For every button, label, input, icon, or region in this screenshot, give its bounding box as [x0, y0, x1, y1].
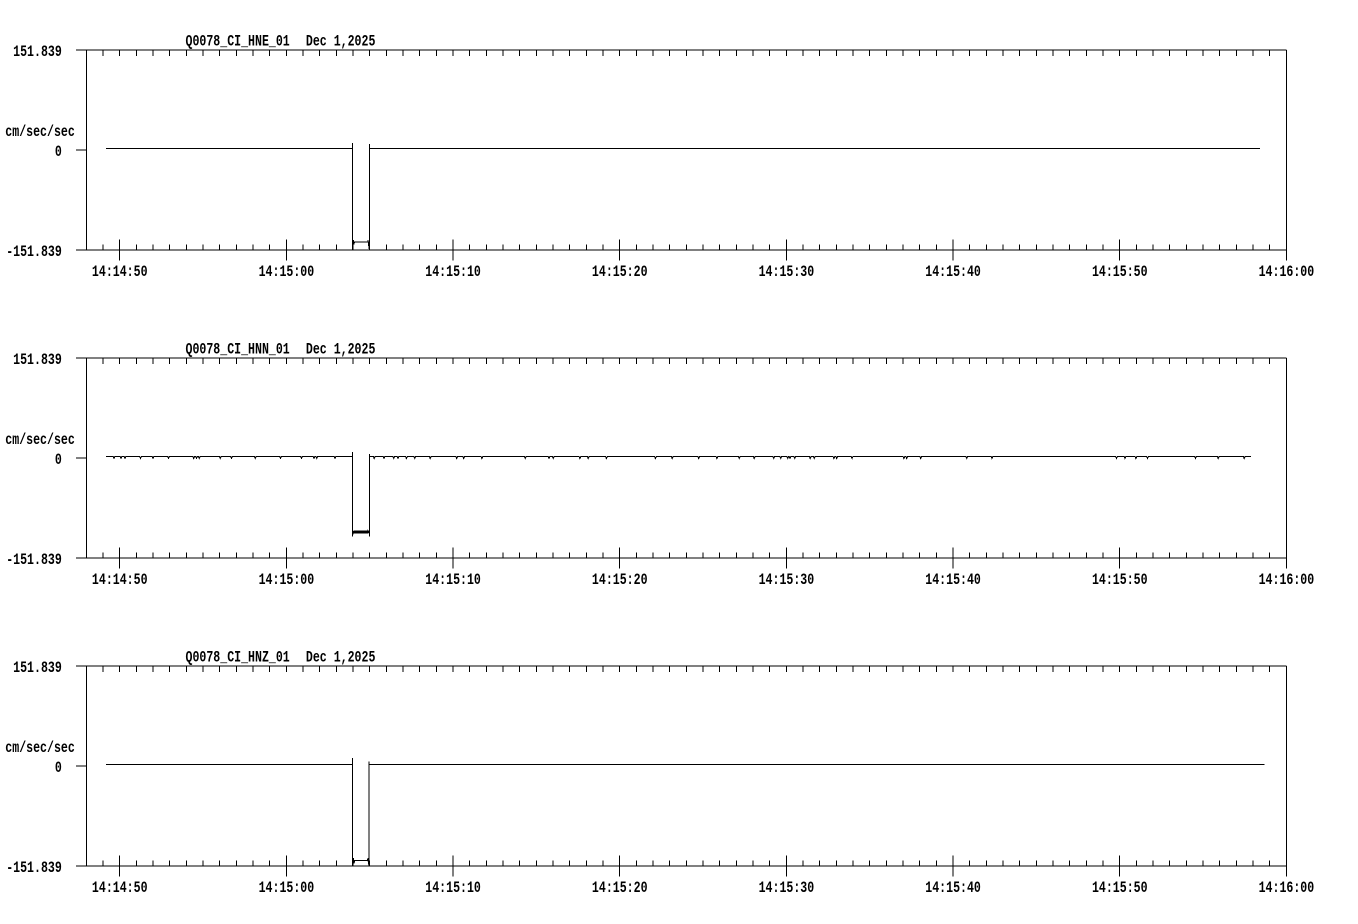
x-tick-label-4: 14:15:30: [759, 879, 815, 897]
y-axis-zero-label-hnn: 0: [55, 451, 62, 469]
waveform-trace-hnz: [105, 758, 1265, 867]
x-tick-label-5: 14:15:40: [925, 879, 981, 897]
panel-title-date-hne: Dec 1,2025: [306, 33, 376, 51]
panel-title-station-hnz: Q0078_CI_HNZ_01: [186, 649, 290, 667]
panel-title-date-hnz: Dec 1,2025: [306, 649, 376, 667]
x-tick-label-3: 14:15:20: [592, 879, 648, 897]
x-tick-label-4: 14:15:30: [759, 263, 815, 281]
y-axis-zero-label-hne: 0: [55, 143, 62, 161]
x-tick-label-1: 14:15:00: [259, 879, 315, 897]
x-tick-label-0: 14:14:50: [92, 879, 148, 897]
panel-hnz: Q0078_CI_HNZ_01 Dec 1,2025 151.839 cm/se…: [5, 649, 1314, 897]
axes-and-ticks: [76, 49, 1287, 261]
x-tick-label-2: 14:15:10: [425, 571, 481, 589]
y-axis-unit-label-hnn: cm/sec/sec: [5, 431, 75, 449]
y-axis-max-label-hne: 151.839: [13, 43, 62, 61]
y-axis-max-label-hnz: 151.839: [13, 659, 62, 677]
x-tick-label-6: 14:15:50: [1092, 571, 1148, 589]
waveform-trace-hne: [106, 143, 1261, 251]
x-tick-label-5: 14:15:40: [925, 571, 981, 589]
x-tick-label-6: 14:15:50: [1092, 879, 1148, 897]
x-tick-label-1: 14:15:00: [259, 263, 315, 281]
x-tick-label-1: 14:15:00: [259, 571, 315, 589]
x-tick-label-7: 14:16:00: [1259, 571, 1315, 589]
x-tick-label-0: 14:14:50: [92, 263, 148, 281]
y-axis-unit-label-hne: cm/sec/sec: [5, 123, 75, 141]
y-axis-zero-label-hnz: 0: [55, 759, 62, 777]
x-tick-label-7: 14:16:00: [1259, 263, 1315, 281]
y-axis-min-label-hne: -151.839: [6, 243, 62, 261]
waveform-trace-hnn: [105, 452, 1251, 537]
panel-hnn: Q0078_CI_HNN_01 Dec 1,2025 151.839 cm/se…: [5, 341, 1314, 589]
y-axis-min-label-hnz: -151.839: [6, 859, 62, 877]
panel-title-date-hnn: Dec 1,2025: [306, 341, 376, 359]
x-tick-label-6: 14:15:50: [1092, 263, 1148, 281]
x-tick-label-4: 14:15:30: [759, 571, 815, 589]
axes-and-ticks: [76, 357, 1287, 569]
x-tick-label-0: 14:14:50: [92, 571, 148, 589]
y-axis-max-label-hnn: 151.839: [13, 351, 62, 369]
x-tick-label-2: 14:15:10: [425, 263, 481, 281]
x-tick-label-3: 14:15:20: [592, 263, 648, 281]
panel-hne: Q0078_CI_HNE_01 Dec 1,2025 151.839 cm/se…: [5, 33, 1314, 281]
x-tick-label-7: 14:16:00: [1259, 879, 1315, 897]
panel-title-station-hnn: Q0078_CI_HNN_01: [186, 341, 290, 359]
x-tick-label-2: 14:15:10: [425, 879, 481, 897]
x-tick-label-5: 14:15:40: [925, 263, 981, 281]
x-tick-label-3: 14:15:20: [592, 571, 648, 589]
axes-and-ticks: [76, 665, 1287, 877]
y-axis-unit-label-hnz: cm/sec/sec: [5, 739, 75, 757]
panel-title-station-hne: Q0078_CI_HNE_01: [186, 33, 290, 51]
y-axis-min-label-hnn: -151.839: [6, 551, 62, 569]
